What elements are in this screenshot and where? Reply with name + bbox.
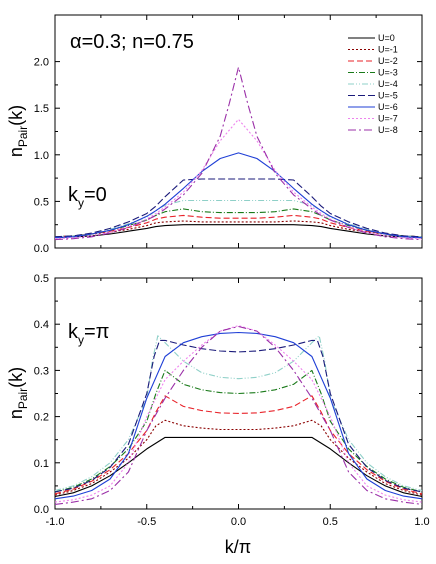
legend-label: U=-3 bbox=[378, 68, 398, 78]
top-series-uminus8 bbox=[54, 66, 423, 241]
top-series-uminus7 bbox=[54, 118, 423, 240]
legend-label: U=0 bbox=[378, 33, 395, 43]
bottom-ytick-label: 0.2 bbox=[34, 412, 49, 424]
top-ylabel: nPair(k) bbox=[6, 105, 30, 157]
bottom-xtick-label: -1.0 bbox=[46, 516, 65, 528]
bottom-ytick-label: 0.1 bbox=[34, 458, 49, 470]
legend-label: U=-5 bbox=[378, 91, 398, 101]
bottom-series-uminus4 bbox=[54, 335, 423, 492]
bottom-ky-annotation: ky=π bbox=[68, 321, 109, 347]
bottom-series-uminus6 bbox=[54, 331, 423, 500]
bottom-xtick-label: -0.5 bbox=[137, 516, 156, 528]
bottom-panel: 0.0 0.1 0.2 0.3 0.4 0.5 -1.0 -0.5 0.0 0.5 1.0 ky=π… bbox=[6, 273, 430, 557]
legend-label: U=-8 bbox=[378, 125, 398, 135]
legend-label: U=-6 bbox=[378, 102, 398, 112]
bottom-xtick-label: 0.0 bbox=[231, 516, 246, 528]
bottom-series-group bbox=[54, 325, 423, 505]
top-series-u0 bbox=[54, 224, 423, 239]
top-series-uminus5 bbox=[54, 178, 423, 238]
bottom-xlabel: k/π bbox=[225, 537, 251, 557]
legend-label: U=-7 bbox=[378, 114, 398, 124]
bottom-xtick-label: 0.5 bbox=[323, 516, 338, 528]
top-series-uminus3 bbox=[54, 208, 423, 238]
top-series-uminus4 bbox=[54, 199, 423, 238]
top-series-uminus6 bbox=[54, 152, 423, 239]
top-ytick-label: 1.5 bbox=[34, 103, 49, 115]
bottom-ticks: 0.0 0.1 0.2 0.3 0.4 0.5 -1.0 -0.5 0.0 0.5 1.0 bbox=[34, 273, 430, 528]
top-series-uminus1 bbox=[54, 220, 423, 238]
top-ytick-label: 0.5 bbox=[34, 196, 49, 208]
top-parameter-annotation: α=0.3; n=0.75 bbox=[70, 31, 194, 53]
bottom-ytick-label: 0.3 bbox=[34, 365, 49, 377]
legend: U=0 U=-1U=-2 U=-3U=-4 U=-5U=-6 U=-7U=-8 bbox=[348, 33, 398, 135]
top-series-group bbox=[54, 66, 423, 241]
legend-label: U=-4 bbox=[378, 79, 398, 89]
top-ky-annotation: ky=0 bbox=[68, 184, 107, 210]
bottom-xtick-label: 1.0 bbox=[414, 516, 429, 528]
top-panel: 0.00.51.01.52.0 α=0.3; n=0.75 ky=0 U=0U=… bbox=[6, 14, 423, 255]
top-ytick-label: 0.0 bbox=[34, 243, 49, 255]
bottom-ytick-label: 0.4 bbox=[34, 319, 49, 331]
bottom-series-uminus5 bbox=[54, 339, 423, 493]
top-ticks: 0.0 0.5 1.0 1.5 2.0 bbox=[34, 15, 423, 255]
bottom-series-uminus1 bbox=[54, 419, 423, 496]
bottom-series-uminus2 bbox=[54, 395, 423, 495]
top-ytick-label: 1.0 bbox=[34, 150, 49, 162]
bottom-series-uminus3 bbox=[54, 369, 423, 493]
top-ytick-label: 2.0 bbox=[34, 57, 49, 69]
bottom-ylabel: nPair(k) bbox=[6, 367, 30, 419]
bottom-ytick-label: 0.5 bbox=[34, 273, 49, 285]
legend-label: U=-1 bbox=[378, 45, 398, 55]
legend-label: U=-2 bbox=[378, 56, 398, 66]
bottom-series-uminus8 bbox=[54, 325, 423, 505]
bottom-ytick-label: 0.0 bbox=[34, 504, 49, 516]
